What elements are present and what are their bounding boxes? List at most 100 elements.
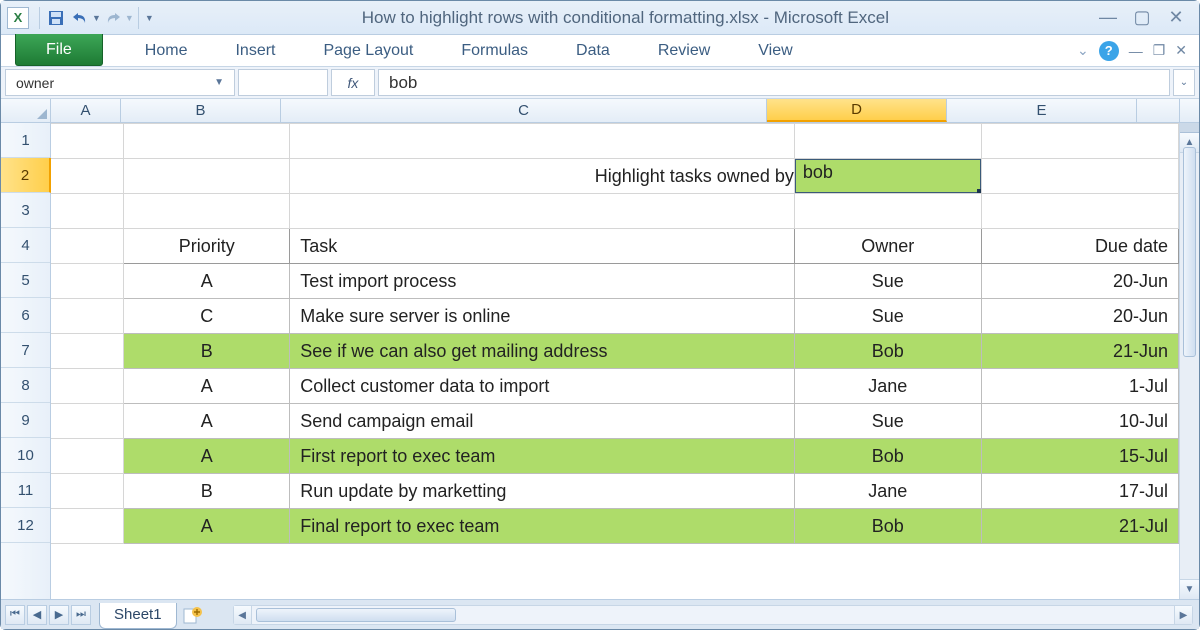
tab-nav-last-icon[interactable]: ⏭ [71, 605, 91, 625]
table-cell[interactable]: A [124, 439, 290, 474]
scroll-right-icon[interactable]: ▶ [1174, 606, 1192, 624]
row-header-7[interactable]: 7 [1, 333, 50, 368]
row-header-1[interactable]: 1 [1, 123, 50, 158]
split-handle[interactable] [1180, 123, 1199, 133]
column-header-d[interactable]: D [767, 99, 947, 122]
scroll-down-icon[interactable]: ▼ [1180, 579, 1199, 599]
table-cell[interactable]: Sue [794, 404, 981, 439]
row-header-9[interactable]: 9 [1, 403, 50, 438]
row-header-4[interactable]: 4 [1, 228, 50, 263]
table-cell[interactable]: 20-Jun [981, 264, 1178, 299]
name-box[interactable]: owner ▼ [5, 69, 235, 96]
tab-nav-prev-icon[interactable]: ◀ [27, 605, 47, 625]
table-header[interactable]: Owner [794, 229, 981, 264]
table-cell[interactable]: Collect customer data to import [290, 369, 795, 404]
table-cell[interactable]: Sue [794, 264, 981, 299]
hscroll-thumb[interactable] [256, 608, 456, 622]
tab-nav-next-icon[interactable]: ▶ [49, 605, 69, 625]
qat-customize-icon[interactable]: ▼ [145, 13, 154, 23]
table-cell[interactable]: Test import process [290, 264, 795, 299]
row-header-10[interactable]: 10 [1, 438, 50, 473]
help-icon[interactable]: ? [1099, 41, 1119, 61]
row-header-2[interactable]: 2 [1, 158, 51, 193]
table-cell[interactable]: 1-Jul [981, 369, 1178, 404]
table-cell[interactable]: 20-Jun [981, 299, 1178, 334]
table-cell[interactable]: Make sure server is online [290, 299, 795, 334]
close-icon[interactable]: ✕ [1165, 7, 1187, 28]
title-bar: X ▼ ▼ ▼ How to highlight rows with condi… [1, 1, 1199, 35]
table-cell[interactable]: Send campaign email [290, 404, 795, 439]
undo-icon[interactable] [68, 7, 92, 29]
formula-bar-expand-icon[interactable]: ⌄ [1173, 69, 1195, 96]
save-icon[interactable] [44, 7, 68, 29]
tab-insert[interactable]: Insert [211, 35, 299, 66]
workbook-restore-icon[interactable]: ❐ [1153, 42, 1166, 59]
select-all-corner[interactable] [1, 99, 51, 122]
insert-function-button[interactable]: fx [331, 69, 375, 96]
tab-formulas[interactable]: Formulas [437, 35, 552, 66]
row-header-6[interactable]: 6 [1, 298, 50, 333]
table-cell[interactable]: 17-Jul [981, 474, 1178, 509]
horizontal-scrollbar[interactable]: ◀ ▶ [233, 605, 1193, 625]
table-cell[interactable]: Bob [794, 334, 981, 369]
ribbon-tabs: File Home Insert Page Layout Formulas Da… [1, 35, 1199, 67]
table-cell[interactable]: Jane [794, 369, 981, 404]
column-header-c[interactable]: C [281, 99, 767, 122]
table-cell[interactable]: B [124, 334, 290, 369]
excel-icon[interactable]: X [7, 7, 29, 29]
tab-nav-first-icon[interactable]: ⏮ [5, 605, 25, 625]
table-cell[interactable]: Run update by marketting [290, 474, 795, 509]
column-header-a[interactable]: A [51, 99, 121, 122]
row-header-11[interactable]: 11 [1, 473, 50, 508]
table-cell[interactable]: 15-Jul [981, 439, 1178, 474]
file-tab[interactable]: File [15, 34, 103, 66]
workbook-minimize-icon[interactable]: — [1129, 43, 1143, 59]
tab-home[interactable]: Home [121, 35, 212, 66]
ribbon-minimize-icon[interactable]: ⌄ [1077, 42, 1089, 59]
maximize-icon[interactable]: ▢ [1131, 7, 1153, 28]
formula-input[interactable]: bob [378, 69, 1170, 96]
table-cell[interactable]: B [124, 474, 290, 509]
grid-row-12: AFinal report to exec teamBob21-Jul [51, 509, 1179, 544]
table-cell[interactable]: 21-Jul [981, 509, 1178, 544]
table-header[interactable]: Task [290, 229, 795, 264]
table-cell[interactable]: A [124, 369, 290, 404]
table-header[interactable]: Priority [124, 229, 290, 264]
row-header-5[interactable]: 5 [1, 263, 50, 298]
redo-icon[interactable] [101, 7, 125, 29]
tab-review[interactable]: Review [634, 35, 734, 66]
table-cell[interactable]: 21-Jun [981, 334, 1178, 369]
cells-area[interactable]: Highlight tasks owned bybobPriorityTaskO… [51, 123, 1179, 599]
table-cell[interactable]: A [124, 509, 290, 544]
column-header-b[interactable]: B [121, 99, 281, 122]
table-cell[interactable]: Bob [794, 439, 981, 474]
table-cell[interactable]: Final report to exec team [290, 509, 795, 544]
vertical-scrollbar[interactable]: ▲ ▼ [1179, 123, 1199, 599]
table-cell[interactable]: See if we can also get mailing address [290, 334, 795, 369]
column-header-e[interactable]: E [947, 99, 1137, 122]
minimize-icon[interactable]: — [1097, 7, 1119, 28]
table-cell[interactable]: First report to exec team [290, 439, 795, 474]
tab-page-layout[interactable]: Page Layout [299, 35, 437, 66]
table-cell[interactable]: A [124, 264, 290, 299]
table-cell[interactable]: C [124, 299, 290, 334]
scroll-thumb[interactable] [1183, 147, 1196, 357]
row-header-8[interactable]: 8 [1, 368, 50, 403]
row-header-3[interactable]: 3 [1, 193, 50, 228]
scroll-left-icon[interactable]: ◀ [234, 606, 252, 624]
owner-filter-cell[interactable]: bob [795, 159, 981, 193]
undo-dropdown-icon[interactable]: ▼ [92, 13, 101, 23]
table-cell[interactable]: 10-Jul [981, 404, 1178, 439]
table-cell[interactable]: A [124, 404, 290, 439]
name-box-dropdown-icon[interactable]: ▼ [214, 77, 224, 88]
table-cell[interactable]: Sue [794, 299, 981, 334]
tab-data[interactable]: Data [552, 35, 634, 66]
sheet-tab-sheet1[interactable]: Sheet1 [99, 603, 177, 629]
row-header-12[interactable]: 12 [1, 508, 50, 543]
tab-view[interactable]: View [734, 35, 816, 66]
new-sheet-icon[interactable] [183, 606, 203, 629]
workbook-close-icon[interactable]: ✕ [1175, 42, 1187, 59]
table-cell[interactable]: Jane [794, 474, 981, 509]
table-header[interactable]: Due date [981, 229, 1178, 264]
table-cell[interactable]: Bob [794, 509, 981, 544]
